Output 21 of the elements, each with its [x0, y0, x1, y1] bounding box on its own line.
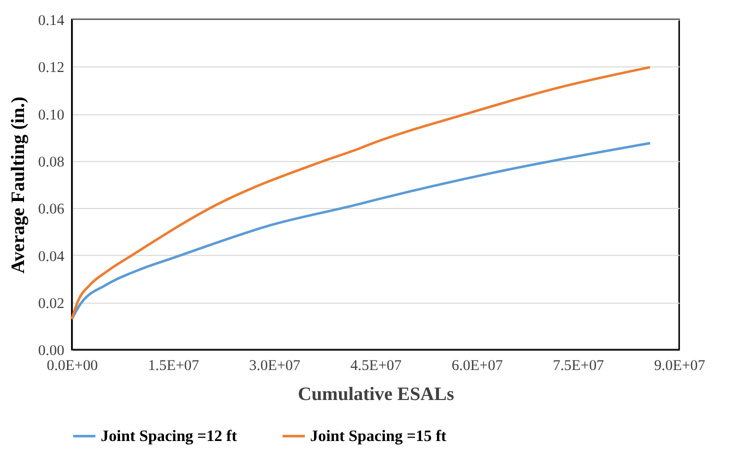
- legend-label: Joint Spacing =15 ft: [310, 428, 447, 446]
- x-tick-label: 1.5E+07: [148, 358, 200, 374]
- x-tick-label: 9.0E+07: [654, 358, 706, 374]
- x-tick-label: 3.0E+07: [249, 358, 301, 374]
- x-tick-label: 0.0E+00: [46, 358, 98, 374]
- x-tick-label: 6.0E+07: [452, 358, 504, 374]
- x-axis-title: Cumulative ESALs: [298, 384, 454, 406]
- line-series: [70, 142, 652, 320]
- y-tick-label: 0.14: [38, 13, 65, 30]
- y-tick-label: 0.10: [38, 107, 64, 124]
- y-tick-label: 0.00: [38, 343, 64, 360]
- y-tick-label: 0.04: [38, 248, 65, 265]
- y-tick-label: 0.06: [38, 202, 65, 218]
- legend-label: Joint Spacing =12 ft: [100, 428, 238, 446]
- y-tick-label: 0.12: [38, 60, 64, 76]
- y-tick-label: 0.02: [38, 296, 64, 312]
- x-tick-label: 7.5E+07: [552, 358, 605, 374]
- x-tick-label: 4.5E+07: [350, 358, 402, 374]
- y-tick-label: 0.08: [38, 154, 64, 171]
- line-series: [70, 66, 652, 320]
- y-axis-title: Average Faulting (in.): [8, 96, 30, 274]
